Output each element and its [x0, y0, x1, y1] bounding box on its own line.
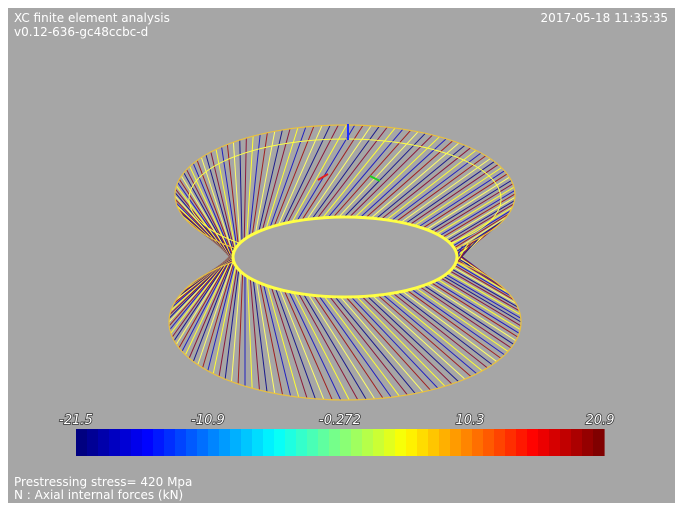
- color-step: [296, 429, 308, 456]
- color-step: [494, 429, 506, 456]
- color-step: [516, 429, 528, 456]
- color-step: [131, 429, 143, 456]
- color-step: [582, 429, 594, 456]
- app-version: v0.12-636-gc48ccbc-d: [14, 25, 148, 39]
- color-step: [428, 429, 440, 456]
- color-bar-label: -10.9: [191, 413, 225, 428]
- color-step: [549, 429, 561, 456]
- color-step: [373, 429, 385, 456]
- color-step: [406, 429, 418, 456]
- color-step: [384, 429, 396, 456]
- page: XC finite element analysis v0.12-636-gc4…: [0, 0, 675, 503]
- color-step: [571, 429, 583, 456]
- color-step: [439, 429, 451, 456]
- color-bar: [76, 429, 605, 456]
- color-step: [142, 429, 154, 456]
- color-step: [186, 429, 198, 456]
- color-step: [351, 429, 363, 456]
- color-step: [472, 429, 484, 456]
- color-step: [263, 429, 275, 456]
- color-step: [153, 429, 165, 456]
- viewport: XC finite element analysis v0.12-636-gc4…: [0, 0, 675, 503]
- ring-inner: [233, 217, 457, 297]
- color-step: [318, 429, 330, 456]
- color-step: [164, 429, 176, 456]
- color-step: [109, 429, 121, 456]
- color-step: [560, 429, 572, 456]
- color-step: [395, 429, 407, 456]
- footer-line: Prestressing stress= 420 Mpa: [14, 475, 192, 489]
- color-step: [417, 429, 429, 456]
- color-step: [219, 429, 231, 456]
- color-step: [285, 429, 297, 456]
- color-step: [450, 429, 462, 456]
- color-bar-label: 20.9: [586, 413, 615, 428]
- color-step: [593, 429, 605, 456]
- color-step: [208, 429, 220, 456]
- color-step: [538, 429, 550, 456]
- footer-line: N : Axial internal forces (kN): [14, 488, 183, 502]
- color-step: [307, 429, 319, 456]
- color-step: [120, 429, 132, 456]
- color-step: [98, 429, 110, 456]
- color-bar-label: 10.3: [456, 413, 485, 428]
- color-step: [230, 429, 242, 456]
- color-bar-label: -0.272: [319, 413, 361, 428]
- color-step: [252, 429, 264, 456]
- color-step: [329, 429, 341, 456]
- color-step: [362, 429, 374, 456]
- color-step: [461, 429, 473, 456]
- timestamp: 2017-05-18 11:35:35: [541, 11, 668, 25]
- app-title: XC finite element analysis: [14, 11, 170, 25]
- color-step: [175, 429, 187, 456]
- color-step: [76, 429, 88, 456]
- color-step: [340, 429, 352, 456]
- color-step: [197, 429, 209, 456]
- color-step: [87, 429, 99, 456]
- color-step: [241, 429, 253, 456]
- color-bar-label: -21.5: [59, 413, 93, 428]
- color-step: [527, 429, 539, 456]
- color-step: [483, 429, 495, 456]
- color-step: [274, 429, 286, 456]
- color-step: [505, 429, 517, 456]
